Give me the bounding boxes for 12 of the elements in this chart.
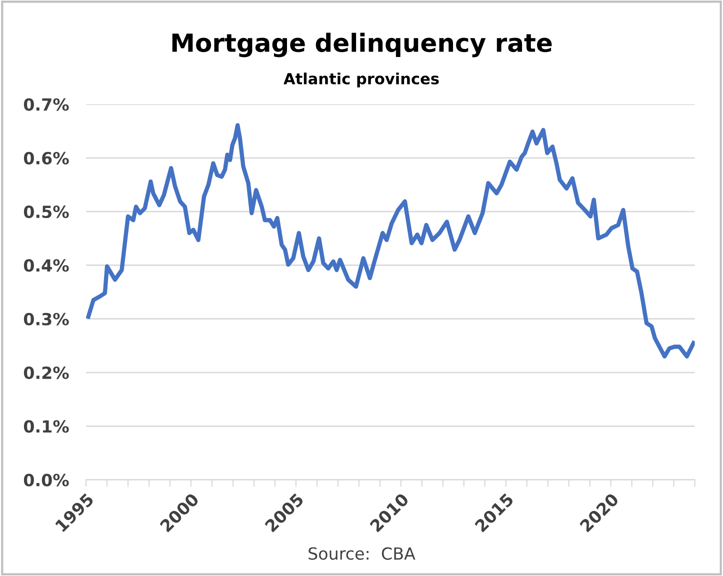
- y-tick-label: 0.1%: [24, 420, 69, 433]
- y-tick-label: 0.4%: [24, 259, 69, 272]
- y-tick-label: 0.3%: [24, 312, 69, 326]
- chart-title: Mortgage delinquency rate: [172, 32, 552, 58]
- y-tick-label: 0.0%: [24, 474, 69, 486]
- y-tick-label: 0.7%: [24, 98, 69, 111]
- chart-subtitle: Atlantic provinces: [284, 72, 439, 88]
- y-tick-label: 0.2%: [24, 366, 69, 380]
- line-series: [86, 123, 695, 358]
- y-tick-label: 0.6%: [24, 152, 69, 164]
- source-note: Source: CBA: [308, 547, 416, 560]
- y-tick-label: 0.5%: [24, 206, 69, 218]
